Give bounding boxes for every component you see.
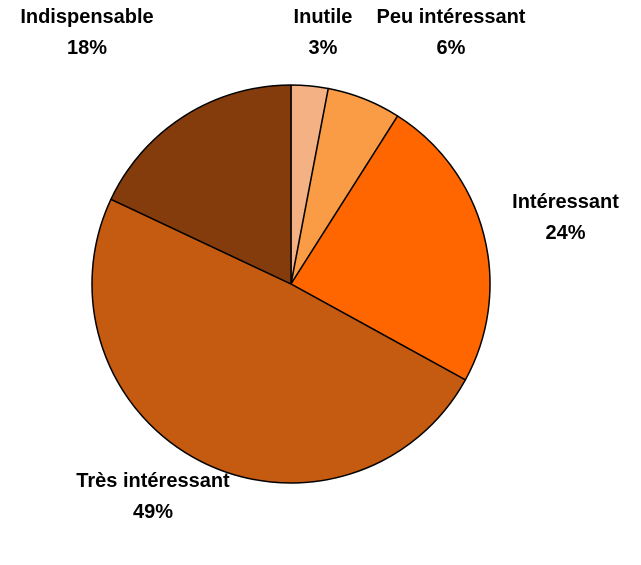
category-label: Peu intéressant — [376, 6, 526, 28]
value-label: 3% — [308, 37, 338, 59]
category-label: Très intéressant — [76, 470, 230, 492]
slice-label: Indispensable 18% — [2, 2, 172, 64]
pie-slice — [290, 115, 491, 381]
slice-label: Très intéressant 49% — [66, 466, 240, 528]
pie-slice — [110, 84, 292, 285]
slice-label: Intéressant 24% — [490, 187, 641, 249]
slice-label: Peu intéressant 6% — [376, 2, 526, 64]
pie-slice — [91, 198, 467, 484]
value-label: 24% — [545, 222, 586, 244]
category-label: Inutile — [293, 6, 353, 28]
category-label: Indispensable — [20, 6, 154, 28]
value-label: 49% — [132, 501, 174, 523]
value-label: 6% — [436, 37, 466, 59]
category-label: Intéressant — [512, 191, 619, 213]
slice-label: Inutile 3% — [282, 2, 364, 64]
value-label: 18% — [66, 37, 108, 59]
